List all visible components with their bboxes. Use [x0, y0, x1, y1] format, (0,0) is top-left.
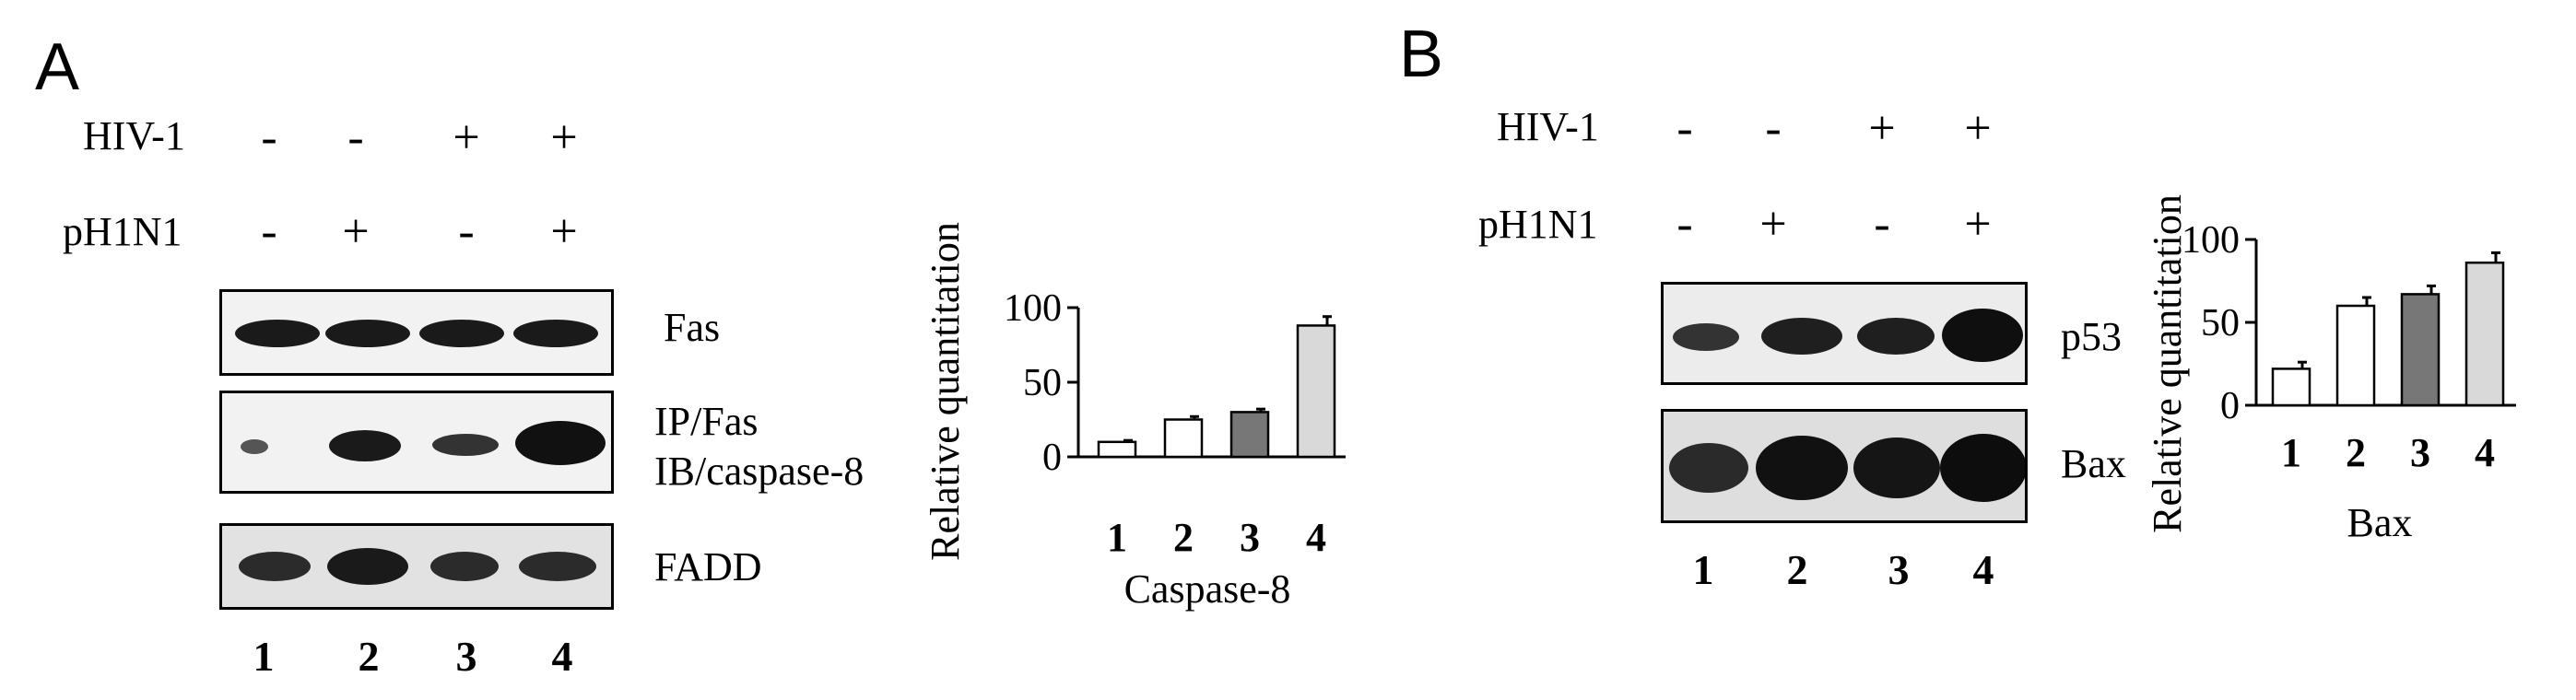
bar [1229, 411, 1270, 459]
sign: - [1676, 102, 1693, 155]
band-label-ib-caspase-8: IB/caspase-8 [654, 449, 865, 494]
sign: + [453, 111, 480, 164]
lane-number: 3 [455, 633, 477, 680]
panel-letter-b: B [1399, 18, 1444, 91]
band-label-p53: p53 [2061, 314, 2122, 359]
sign: + [550, 111, 578, 164]
blot-band [325, 320, 410, 347]
blot-band [241, 439, 268, 454]
blot-band [1673, 323, 1739, 351]
blot-band [430, 552, 499, 581]
condition-label-ph1n1-b: pH1N1 [1478, 202, 1598, 247]
lane-number: 3 [1888, 546, 1910, 593]
x-tick-label: 3 [1240, 515, 1260, 560]
condition-label-hiv1-a: HIV-1 [83, 113, 185, 158]
x-tick-label: 1 [1107, 515, 1127, 560]
lane-number: 1 [253, 633, 275, 680]
bar [1296, 324, 1336, 459]
blot-band [235, 320, 320, 347]
sign: + [342, 205, 370, 258]
sign: + [550, 205, 578, 258]
condition-label-ph1n1-a: pH1N1 [63, 209, 182, 254]
lane-number: 1 [1692, 546, 1714, 593]
blot-band [1853, 438, 1940, 498]
blot-band [1942, 309, 2023, 362]
blot-band [513, 320, 598, 347]
sign: - [458, 205, 475, 258]
y-axis-label: Relative quantitation [923, 222, 968, 561]
x-axis-label: Bax [2347, 500, 2413, 545]
y-tick-label: 50 [2201, 302, 2240, 344]
sign: + [1759, 198, 1787, 251]
blot-caspase-8 [219, 391, 614, 494]
x-tick-label: 4 [1306, 515, 1326, 560]
sign: - [261, 111, 277, 164]
blot-fadd [219, 523, 614, 610]
bar [2400, 293, 2441, 407]
blot-bax [1661, 409, 2028, 523]
y-axis-label: Relative quantitation [2145, 194, 2190, 533]
blot-band [1761, 318, 1842, 355]
blot-band [1940, 434, 2025, 502]
bar [2271, 368, 2311, 407]
blot-p53 [1661, 282, 2028, 385]
x-tick-label: 2 [2346, 430, 2366, 475]
x-tick-label: 4 [2475, 430, 2495, 475]
sign: + [1964, 102, 1992, 155]
blot-band [1669, 443, 1748, 493]
sign: - [347, 111, 364, 164]
bar [2464, 261, 2505, 407]
sign: + [1868, 102, 1896, 155]
bar [1163, 418, 1204, 459]
panel-letter-a: A [35, 30, 80, 104]
x-axis-label: Caspase-8 [1124, 566, 1291, 612]
lane-number: 2 [358, 633, 380, 680]
band-label-fas: Fas [664, 305, 721, 350]
y-tick-label: 0 [2220, 385, 2240, 427]
blot-band [327, 548, 408, 585]
bar [2335, 304, 2376, 407]
x-tick-label: 2 [1173, 515, 1194, 560]
y-tick-label: 0 [1042, 437, 1062, 479]
blot-band [329, 430, 401, 461]
blot-fas [219, 289, 614, 376]
bar [1097, 440, 1137, 459]
chart-bax: Relative quantitation 0 50 100 1 2 3 4 Bax [2145, 194, 2516, 545]
blot-band [515, 421, 606, 465]
chart-caspase-8: Relative quantitation 0 50 100 1 2 3 4 Caspase-8 [923, 222, 1346, 612]
band-label-bax: Bax [2061, 441, 2126, 486]
sign: - [1874, 198, 1890, 251]
y-tick-label: 100 [2182, 219, 2240, 262]
x-tick-label: 1 [2281, 430, 2301, 475]
lane-number: 4 [1972, 546, 1994, 593]
y-tick-label: 100 [1004, 287, 1062, 330]
blot-band [239, 552, 311, 581]
blot-band [1857, 318, 1935, 355]
sign: - [1676, 198, 1693, 251]
sign: - [1765, 102, 1782, 155]
condition-label-hiv1-b: HIV-1 [1497, 104, 1599, 149]
band-label-ip-fas: IP/Fas [654, 399, 759, 444]
sign: - [261, 205, 277, 258]
x-tick-label: 3 [2410, 430, 2430, 475]
sign: + [1964, 198, 1992, 251]
y-tick-label: 50 [1023, 362, 1062, 404]
lane-number: 4 [551, 633, 573, 680]
blot-band [432, 434, 499, 456]
band-label-fadd: FADD [654, 544, 762, 589]
lane-number: 2 [1786, 546, 1808, 593]
blot-band [1756, 436, 1848, 500]
blot-band [419, 320, 504, 347]
blot-band [519, 552, 596, 581]
